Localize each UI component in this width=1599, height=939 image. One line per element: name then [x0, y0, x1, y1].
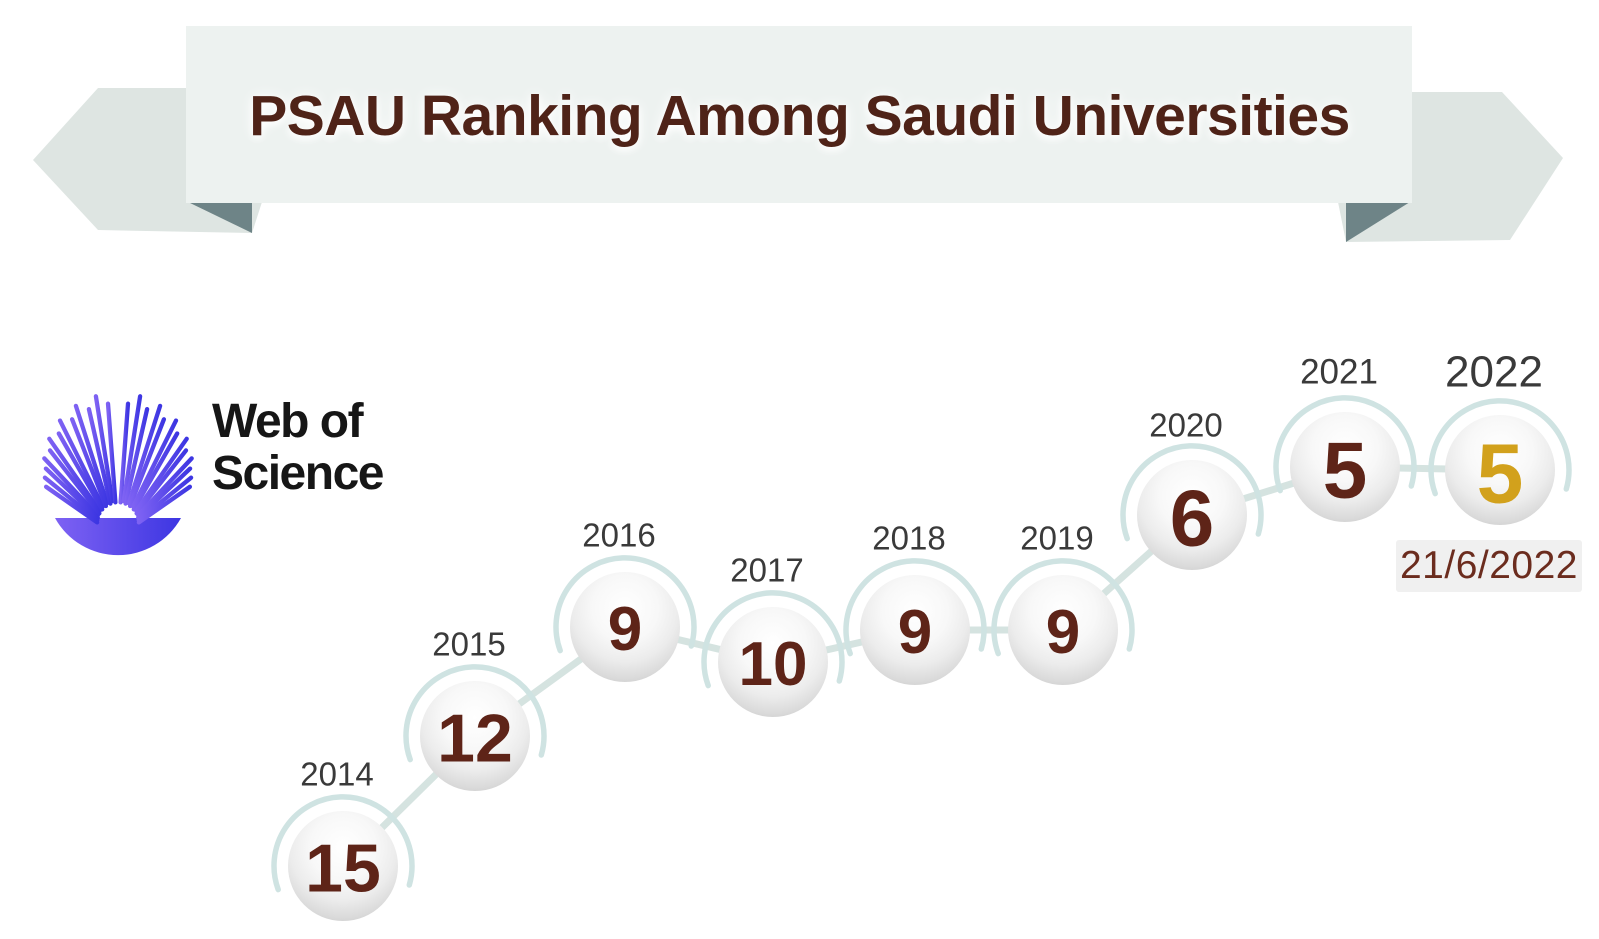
rank-sphere-2021	[1290, 412, 1400, 522]
rank-value-2016: 9	[608, 595, 642, 664]
rank-value-2019: 9	[1046, 598, 1080, 667]
swoosh-arc-2022	[1428, 398, 1572, 497]
page-title: PSAU Ranking Among Saudi Universities	[249, 83, 1350, 148]
burst-ray	[93, 394, 115, 504]
year-label-2022: 2022	[1445, 348, 1543, 397]
burst-ray	[136, 456, 194, 518]
year-label-2020: 2020	[1149, 407, 1222, 444]
rank-sphere-2019	[1008, 575, 1118, 685]
rank-sphere-2020	[1137, 460, 1247, 570]
year-label-2017: 2017	[730, 552, 803, 589]
burst-ray	[127, 417, 167, 509]
web-of-science-wordmark: Web of Science	[212, 395, 384, 568]
title-ribbon	[33, 26, 1563, 242]
burst-base-shape	[55, 518, 181, 556]
rank-sphere-2016	[570, 572, 680, 682]
ribbon-fold-left	[188, 202, 252, 233]
year-label-2015: 2015	[432, 626, 505, 663]
rank-value-2020: 6	[1170, 474, 1215, 563]
rank-value-2014: 15	[305, 831, 381, 907]
burst-ray	[126, 403, 163, 506]
swoosh-arc-2016	[553, 555, 697, 654]
burst-ray	[105, 401, 118, 505]
burst-ray	[131, 418, 179, 509]
year-label-2016: 2016	[582, 517, 655, 554]
logo-line1: Web of	[212, 395, 364, 448]
burst-ray	[136, 475, 194, 523]
rank-value-2017: 10	[739, 630, 808, 699]
burst-ray	[134, 448, 189, 516]
rank-value-2018: 9	[898, 598, 932, 667]
burst-ray	[69, 417, 109, 509]
burst-ray	[57, 418, 105, 509]
swoosh-arc-2017	[701, 590, 845, 689]
burst-ray	[118, 401, 131, 505]
swoosh-arc-2018	[843, 558, 987, 657]
rank-value-2015: 12	[437, 701, 513, 777]
burst-ray	[43, 484, 100, 525]
web-of-science-logo: Web of Science	[28, 388, 384, 568]
swoosh-arc-2014	[271, 794, 415, 893]
date-annotation: 21/6/2022	[1396, 540, 1582, 592]
burst-ray	[131, 431, 180, 512]
burst-ray	[43, 466, 100, 520]
burst-ray	[86, 406, 113, 506]
rank-sphere-2022	[1445, 415, 1555, 525]
year-label-2014: 2014	[300, 756, 373, 793]
swoosh-arc-2019	[991, 558, 1135, 657]
burst-ray	[73, 403, 110, 506]
rank-value-2022: 5	[1477, 426, 1524, 520]
burst-ray	[136, 484, 193, 525]
swoosh-arc-2015	[403, 664, 547, 763]
rank-sphere-2017	[718, 607, 828, 717]
burst-ray	[121, 394, 143, 504]
web-of-science-burst-icon	[42, 390, 194, 556]
rank-value-2021: 5	[1323, 426, 1368, 515]
burst-ray	[47, 448, 102, 516]
burst-ray	[47, 436, 102, 513]
burst-ray	[56, 431, 105, 512]
rank-sphere-2014	[288, 811, 398, 921]
year-label-2018: 2018	[872, 520, 945, 557]
burst-ray	[136, 466, 193, 520]
burst-ray	[123, 406, 150, 506]
burst-ray	[42, 456, 100, 518]
logo-line2: Science	[212, 447, 384, 501]
rank-sphere-2015	[420, 681, 530, 791]
year-label-2019: 2019	[1020, 520, 1093, 557]
ribbon-banner-body	[186, 26, 1412, 203]
year-label-2021: 2021	[1300, 353, 1378, 392]
swoosh-arc-2020	[1120, 443, 1264, 542]
swoosh-arc-2021	[1273, 395, 1417, 494]
rank-sphere-2018	[860, 575, 970, 685]
ribbon-fold-right	[1346, 202, 1410, 242]
burst-ray	[42, 475, 100, 523]
burst-ray	[134, 436, 189, 513]
